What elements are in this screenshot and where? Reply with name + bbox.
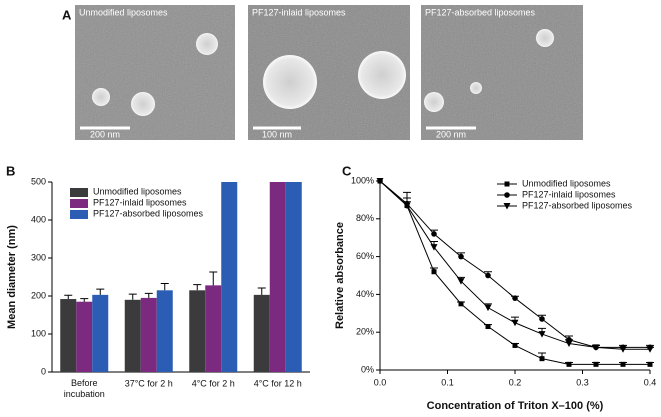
legend-label: PF127-inlaid liposomes: [522, 189, 616, 199]
marker: [503, 203, 511, 210]
marker: [485, 324, 491, 330]
error-bar: [193, 284, 202, 291]
error-bar: [160, 282, 169, 291]
panel-label: C: [342, 163, 352, 178]
marker: [504, 181, 510, 187]
marker: [485, 272, 491, 279]
x-tick-label: 0.2: [509, 377, 522, 387]
bar: [124, 299, 141, 372]
y-tick-label: 400: [31, 214, 46, 224]
marker: [539, 316, 545, 322]
x-tick-label: 4°C for 12 h: [254, 378, 302, 388]
error-bar: [144, 292, 153, 298]
legend-label: PF127-absorbed liposomes: [522, 200, 633, 210]
y-tick-label: 200: [31, 290, 46, 300]
y-axis-label: Relative absorbance: [334, 222, 346, 329]
micrograph: [421, 5, 583, 140]
x-tick-label: 37°C for 2 h: [125, 378, 173, 388]
bar: [221, 182, 238, 372]
bar: [76, 301, 93, 372]
bar: [156, 290, 173, 372]
error-bar: [96, 288, 105, 295]
y-axis-label: Mean diameter (nm): [6, 225, 18, 329]
y-tick-label: 20%: [356, 327, 374, 337]
scale-label: 200 nm: [436, 129, 466, 139]
marker: [592, 344, 600, 351]
y-tick-label: 500: [31, 176, 46, 186]
image-caption: Unmodified liposomes: [79, 7, 168, 17]
x-tick-label: 0.1: [441, 377, 454, 387]
image-caption: PF127-inlaid liposomes: [252, 7, 346, 17]
error-bar: [257, 287, 266, 295]
legend-label: PF127-inlaid liposomes: [93, 197, 187, 207]
marker: [458, 253, 464, 260]
panel-label: A: [62, 7, 72, 22]
x-tick-label: 0.4: [644, 377, 657, 387]
error-bar: [64, 294, 73, 300]
marker: [457, 278, 465, 285]
micrograph: [248, 5, 410, 140]
marker: [511, 319, 519, 327]
y-tick-label: 80%: [356, 213, 374, 223]
micrograph: [75, 5, 235, 140]
marker: [566, 361, 572, 367]
x-tick-label: 0.0: [374, 377, 387, 387]
y-tick-label: 60%: [356, 251, 374, 261]
marker: [512, 342, 518, 348]
y-tick-label: 0%: [361, 364, 374, 374]
scale-label: 100 nm: [262, 129, 292, 139]
x-tick-label: 4°C for 2 h: [192, 378, 235, 388]
marker: [430, 244, 438, 251]
legend-label: Unmodified liposomes: [522, 178, 611, 188]
legend-swatch: [70, 199, 88, 208]
marker: [647, 361, 653, 367]
error-bar: [128, 293, 137, 300]
legend-swatch: [70, 188, 88, 197]
bar: [253, 294, 270, 372]
marker: [539, 356, 545, 362]
legend-label: PF127-absorbed liposomes: [93, 208, 204, 218]
marker: [646, 346, 654, 353]
legend-swatch: [70, 210, 88, 219]
y-tick-label: 300: [31, 252, 46, 262]
bar: [205, 285, 222, 372]
bar: [92, 294, 109, 372]
y-tick-label: 100%: [351, 175, 374, 185]
marker: [376, 178, 384, 185]
marker: [593, 361, 599, 367]
bar: [140, 297, 157, 372]
x-tick-label: 0.3: [576, 377, 589, 387]
y-tick-label: 100: [31, 328, 46, 338]
bar: [269, 182, 286, 372]
legend-label: Unmodified liposomes: [93, 186, 182, 196]
bar: [189, 290, 206, 372]
y-tick-label: 0: [41, 366, 46, 376]
x-axis-label: Concentration of Triton X–100 (%): [427, 400, 604, 412]
marker: [619, 346, 627, 353]
marker: [565, 340, 573, 348]
image-caption: PF127-absorbed liposomes: [425, 7, 536, 17]
marker: [431, 269, 437, 275]
y-tick-label: 40%: [356, 289, 374, 299]
marker: [458, 301, 464, 307]
scale-label: 200 nm: [90, 129, 120, 139]
bar: [285, 182, 302, 372]
marker: [620, 361, 626, 367]
panel-label: B: [6, 163, 15, 178]
x-tick-label: Before incubation: [64, 378, 105, 399]
marker: [431, 231, 437, 237]
marker: [538, 331, 546, 338]
marker: [512, 295, 518, 301]
bar: [60, 299, 77, 372]
marker: [403, 202, 411, 210]
marker: [504, 192, 510, 198]
error-bar: [80, 298, 89, 302]
marker: [484, 304, 492, 312]
error-bar: [209, 271, 218, 286]
